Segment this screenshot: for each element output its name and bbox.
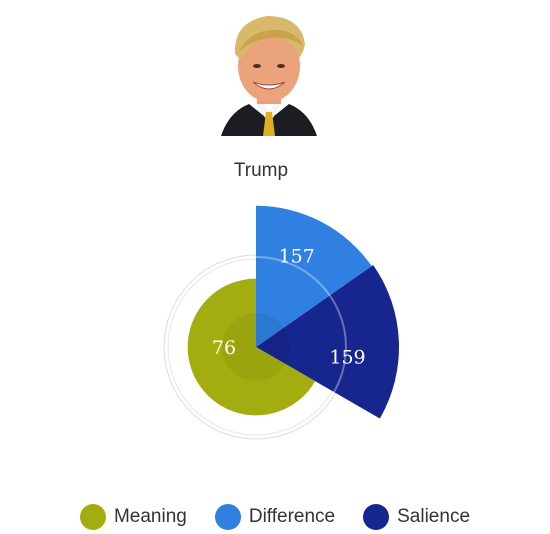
center-shade (222, 313, 290, 381)
portrait-avatar (221, 16, 317, 136)
legend-item-meaning[interactable]: Meaning (79, 504, 187, 530)
reference-ring-overlay (165, 256, 347, 438)
legend-swatch-meaning (79, 504, 106, 530)
legend-swatch-difference (214, 504, 241, 530)
segment-meaning[interactable] (187, 278, 316, 416)
legend-label-difference: Difference (248, 506, 336, 527)
legend-item-difference[interactable]: Difference (214, 504, 336, 530)
segment-label-salience: 159 (329, 347, 365, 369)
segments-group (187, 205, 399, 419)
segment-labels-group: 76 157 159 (212, 246, 366, 369)
segment-salience[interactable] (256, 264, 399, 419)
legend-swatch-salience (363, 504, 390, 530)
legend-label-salience: Salience (397, 506, 471, 527)
legend-item-salience[interactable]: Salience (363, 504, 470, 530)
segment-difference[interactable] (256, 205, 372, 347)
legend: Meaning Difference Salience (0, 502, 550, 532)
reference-ring-overlay-circle (165, 256, 347, 438)
polar-area-chart: 76 157 159 (163, 205, 399, 440)
person-name: Trump (233, 160, 289, 181)
segment-label-meaning: 76 (212, 337, 236, 359)
legend-label-meaning: Meaning (113, 506, 187, 527)
segment-label-difference: 157 (279, 246, 315, 268)
